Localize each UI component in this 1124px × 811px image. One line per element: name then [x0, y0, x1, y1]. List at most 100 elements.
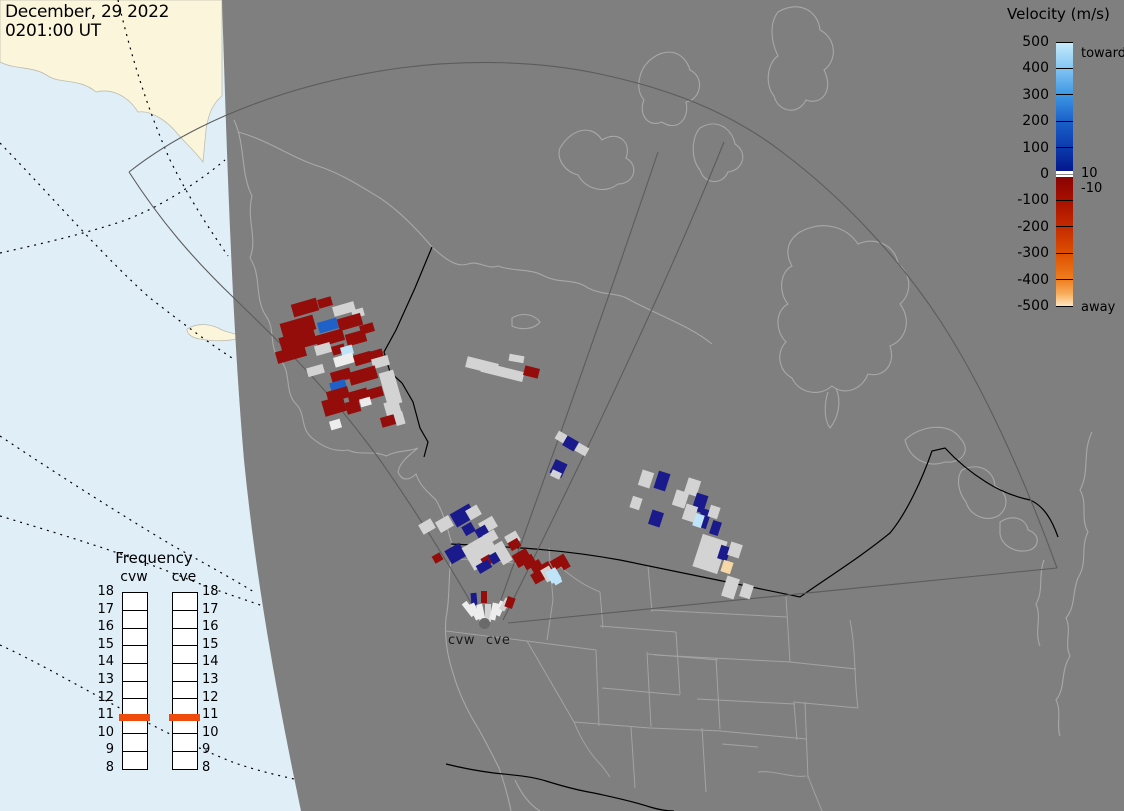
velocity-cell: [344, 399, 362, 415]
colorbar-tick-label: 0: [1040, 166, 1049, 182]
velocity-cell: [671, 489, 690, 509]
country-borders: [383, 246, 1059, 811]
colorbar-zero-band: [1056, 171, 1073, 177]
velocity-cell: [507, 537, 522, 552]
time-text: 0201:00 UT: [5, 21, 101, 41]
frequency-scale-label-left: 11: [97, 707, 114, 723]
velocity-cell: [465, 504, 482, 521]
frequency-scale-label-left: 12: [97, 689, 114, 705]
velocity-cell: [574, 442, 590, 457]
velocity-cell: [653, 470, 671, 492]
velocity-cell: [329, 367, 353, 384]
velocity-cell: [333, 352, 355, 368]
velocity-cell: [306, 363, 325, 378]
velocity-cell: [508, 353, 525, 364]
velocity-cell: [393, 411, 406, 426]
velocity-cell: [347, 365, 379, 386]
colorbar-tick-label: -500: [1017, 298, 1049, 314]
velocity-cell: [476, 603, 486, 623]
velocity-cell: [709, 519, 722, 537]
velocity-cell: [274, 344, 308, 364]
fov-mid-edge-east: [502, 141, 725, 621]
colorbar-tick-label: -100: [1017, 192, 1049, 209]
velocity-cell: [683, 477, 702, 497]
frequency-tick-line: [123, 680, 147, 682]
timestamp-block: December, 29 2022 0201:00 UT: [5, 3, 169, 41]
colorbar-tick-line: [1056, 41, 1073, 43]
colorbar-tick-label: -200: [1017, 218, 1049, 235]
velocity-cell: [549, 553, 569, 571]
velocity-cell: [359, 396, 372, 408]
frequency-scale-label-right: 15: [202, 636, 219, 652]
velocity-cell: [692, 533, 728, 575]
velocity-cell: [727, 541, 743, 559]
coastlines: [233, 6, 1093, 811]
fov-west-edge: [128, 171, 482, 621]
velocity-cell: [681, 503, 699, 523]
frequency-scale-label-right: 13: [202, 672, 219, 687]
velocity-cell: [329, 378, 347, 392]
frequency-tick-line: [173, 662, 197, 664]
velocity-cell: [475, 559, 493, 574]
velocity-cell: [481, 591, 487, 603]
radar-fov-outline: [128, 61, 1058, 624]
velocity-cell: [314, 328, 346, 348]
toward-label: toward: [1081, 46, 1124, 61]
map-label-cvw: cvw: [448, 633, 475, 648]
frequency-scale-label-right: 14: [202, 654, 219, 670]
zero-lower-label: -10: [1081, 181, 1103, 196]
velocity-cell: [504, 530, 521, 547]
frequency-tick-line: [173, 610, 197, 612]
frequency-scale-label-right: 9: [202, 742, 211, 758]
velocity-cell: [562, 435, 579, 452]
velocity-cell: [431, 552, 444, 564]
daylit-land: [0, 0, 240, 342]
frequency-scale-label-left: 18: [97, 584, 114, 599]
frequency-tick-line: [173, 750, 197, 752]
velocity-cell: [489, 602, 499, 621]
frequency-scale-label-left: 15: [97, 636, 114, 652]
frequency-scale-label-right: 11: [202, 707, 219, 723]
frequency-scale-label-left: 17: [97, 601, 114, 617]
velocity-cell: [504, 595, 516, 610]
frequency-tick-line: [123, 610, 147, 612]
frequency-scale-label-left: 14: [97, 654, 114, 670]
colorbar-tick-line: [1056, 279, 1073, 281]
velocity-cell: [637, 469, 655, 489]
velocity-cell: [316, 317, 340, 334]
velocity-cell: [370, 354, 391, 370]
velocity-cell: [444, 542, 467, 565]
velocity-cell: [485, 604, 491, 622]
velocity-cell: [523, 365, 540, 379]
colorbar-tick-line: [1056, 305, 1073, 307]
velocity-cell: [480, 361, 525, 383]
frequency-tick-line: [173, 733, 197, 735]
frequency-scale-label-right: 12: [202, 689, 219, 705]
velocity-cell: [692, 512, 705, 529]
fov-mid-edge-west: [493, 151, 659, 620]
frequency-tick-line: [123, 627, 147, 629]
velocity-cell: [461, 521, 476, 537]
velocity-cell: [647, 509, 665, 528]
velocity-cell: [344, 329, 368, 347]
colorbar-tick-label: 300: [1022, 86, 1049, 103]
frequency-bar-cvw: [122, 592, 148, 770]
freq-bar-label-cvw: cvw: [120, 569, 148, 585]
velocity-cell: [278, 328, 318, 354]
frequency-scale-label-right: 8: [202, 760, 211, 775]
velocity-data-cells: [274, 296, 754, 623]
colorbar-tick-label: -400: [1017, 271, 1049, 288]
velocity-cell: [352, 350, 374, 367]
velocity-cell: [332, 301, 356, 317]
velocity-cell: [364, 385, 385, 401]
frequency-tick-line: [123, 733, 147, 735]
velocity-cell: [720, 559, 734, 575]
frequency-tick-line: [123, 645, 147, 647]
state-borders: [445, 547, 859, 811]
frequency-bar-cve: [172, 592, 198, 770]
colorbar-tick-line: [1056, 67, 1073, 69]
velocity-cell: [313, 341, 333, 357]
colorbar-tick-label: 100: [1022, 139, 1049, 156]
frequency-tick-line: [173, 680, 197, 682]
velocity-cell: [336, 312, 364, 332]
